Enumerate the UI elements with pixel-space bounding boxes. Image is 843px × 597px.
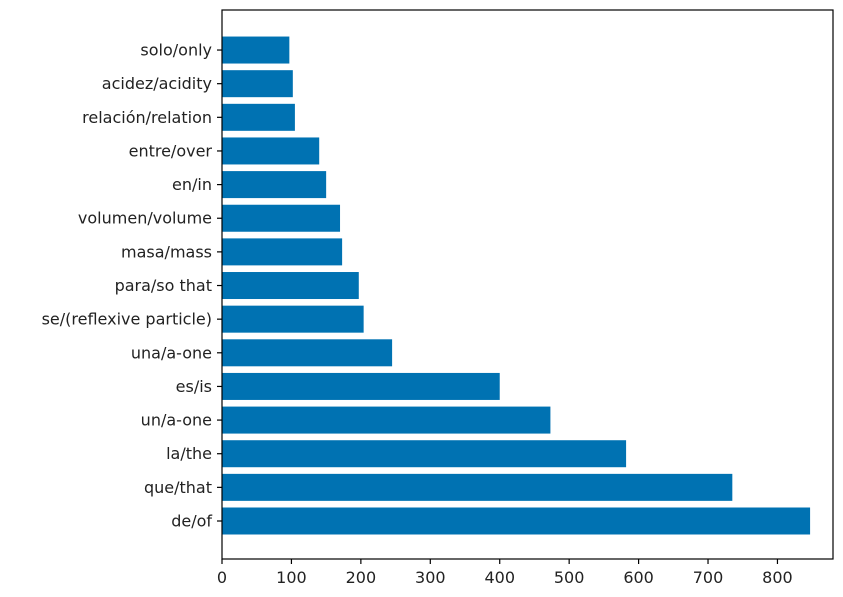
bar bbox=[222, 440, 627, 468]
bars bbox=[222, 36, 811, 535]
y-tick-labels: de/of que/that la/the un/a-one es/is una/a-on… bbox=[42, 41, 222, 531]
bar bbox=[222, 137, 320, 165]
x-tick-label: 600 bbox=[623, 568, 654, 587]
y-tick-label: se/(reflexive particle) bbox=[42, 310, 212, 329]
bar bbox=[222, 36, 290, 64]
bar bbox=[222, 305, 364, 333]
bar bbox=[222, 372, 500, 400]
y-tick-label: un/a-one bbox=[141, 411, 212, 430]
y-tick-label: masa/mass bbox=[121, 242, 212, 261]
y-tick-label: relación/relation bbox=[82, 108, 212, 127]
y-tick-label: de/of bbox=[171, 512, 212, 531]
bar bbox=[222, 339, 393, 367]
bar bbox=[222, 406, 551, 434]
x-tick-label: 400 bbox=[484, 568, 515, 587]
y-tick-label: volumen/volume bbox=[78, 209, 212, 228]
x-tick-label: 800 bbox=[762, 568, 793, 587]
y-tick-label: entre/over bbox=[129, 141, 213, 160]
bar bbox=[222, 272, 359, 300]
y-tick-label: en/in bbox=[172, 175, 212, 194]
x-tick-label: 200 bbox=[346, 568, 377, 587]
bar bbox=[222, 171, 327, 199]
x-tick-label: 100 bbox=[276, 568, 307, 587]
bar bbox=[222, 204, 341, 232]
bar bbox=[222, 70, 293, 98]
x-tick-label: 500 bbox=[554, 568, 585, 587]
x-tick-label: 700 bbox=[693, 568, 724, 587]
y-tick-label: que/that bbox=[144, 478, 212, 497]
x-tick-label: 300 bbox=[415, 568, 446, 587]
y-tick-label: la/the bbox=[166, 444, 212, 463]
bar bbox=[222, 507, 811, 535]
bar bbox=[222, 238, 343, 266]
y-tick-label: para/so that bbox=[115, 276, 212, 295]
bar bbox=[222, 473, 733, 501]
x-ticks: 0 100 200 300 400 500 600 700 800 bbox=[217, 559, 793, 587]
bar bbox=[222, 103, 295, 131]
y-tick-label: es/is bbox=[176, 377, 212, 396]
x-tick-label: 0 bbox=[217, 568, 227, 587]
y-tick-label: una/a-one bbox=[131, 343, 212, 362]
y-tick-label: acidez/acidity bbox=[102, 74, 212, 93]
plot-frame bbox=[221, 9, 834, 560]
y-tick-label: solo/only bbox=[140, 41, 212, 60]
